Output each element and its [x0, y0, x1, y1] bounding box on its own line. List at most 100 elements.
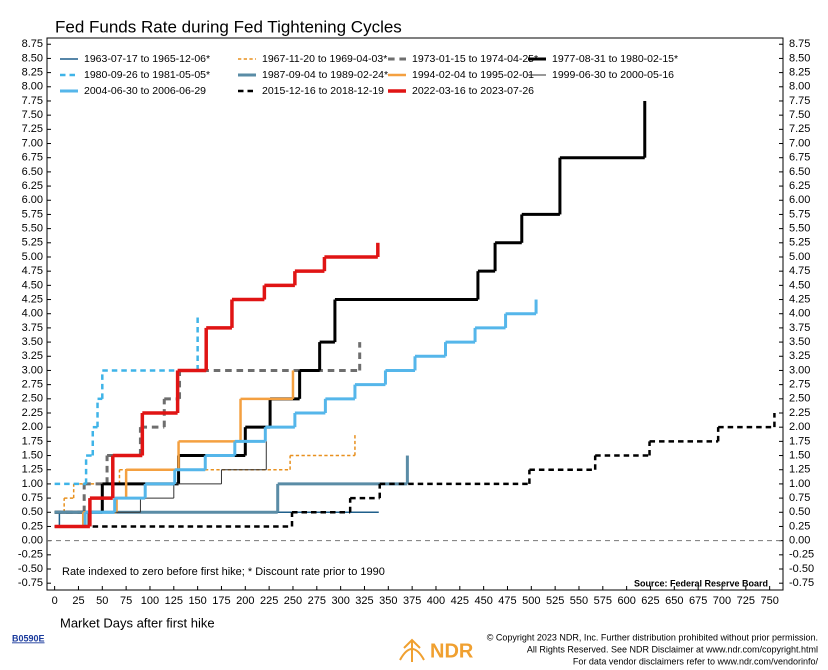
- legend-label: 1980-09-26 to 1981-05-05*: [84, 69, 210, 81]
- legend-label: 1977-08-31 to 1980-02-15*: [552, 53, 678, 65]
- y2-tick-label: 3.25: [789, 350, 810, 362]
- y-tick-label: 6.00: [22, 194, 43, 206]
- y2-tick-label: 4.50: [789, 279, 810, 291]
- y-tick-label: 4.25: [22, 293, 43, 305]
- y2-tick-label: 4.00: [789, 308, 810, 320]
- legend-label: 2004-06-30 to 2006-06-29: [84, 85, 206, 97]
- y-tick-label: 1.25: [22, 464, 43, 476]
- y-tick-label: 3.75: [22, 322, 43, 334]
- y2-tick-label: 2.50: [789, 393, 810, 405]
- x-tick-label: 125: [165, 595, 183, 607]
- y2-tick-label: 4.75: [789, 265, 810, 277]
- y2-tick-label: 8.50: [789, 52, 810, 64]
- x-tick-label: 225: [260, 595, 278, 607]
- y2-tick-label: 2.00: [789, 421, 810, 433]
- y-tick-label: 8.75: [22, 38, 43, 50]
- x-tick-label: 325: [355, 595, 373, 607]
- y2-tick-label: 0.25: [789, 520, 810, 532]
- legend-label: 2022-03-16 to 2023-07-26: [412, 85, 534, 97]
- logo: NDR: [399, 638, 474, 662]
- source: Source: Federal Reserve Board: [634, 578, 768, 588]
- x-tick-label: 100: [141, 595, 159, 607]
- y2-tick-label: 5.50: [789, 223, 810, 235]
- copyright-line: All Rights Reserved. See NDR Disclaimer …: [527, 644, 818, 654]
- x-tick-label: 200: [236, 595, 254, 607]
- y2-tick-label: 0.00: [789, 535, 810, 547]
- y2-tick-label: 8.25: [789, 67, 810, 79]
- x-tick-label: 275: [308, 595, 326, 607]
- y-tick-label: 8.25: [22, 67, 43, 79]
- y-tick-label: 5.25: [22, 237, 43, 249]
- y-tick-label: 1.50: [22, 449, 43, 461]
- x-tick-label: 250: [284, 595, 302, 607]
- x-tick-label: 75: [120, 595, 132, 607]
- legend-label: 2015-12-16 to 2018-12-19: [262, 85, 384, 97]
- y2-tick-label: 0.50: [789, 506, 810, 518]
- y-tick-label: -0.75: [18, 577, 43, 589]
- logo-text: NDR: [430, 640, 474, 662]
- y-tick-label: 6.75: [22, 152, 43, 164]
- x-tick-label: 475: [498, 595, 516, 607]
- series: [54, 412, 776, 528]
- x-tick-label: 350: [379, 595, 397, 607]
- y2-tick-label: 8.00: [789, 81, 810, 93]
- y2-tick-label: 6.00: [789, 194, 810, 206]
- y2-tick-label: 6.50: [789, 166, 810, 178]
- y-tick-label: 8.50: [22, 52, 43, 64]
- y-tick-label: 4.75: [22, 265, 43, 277]
- y-tick-label: 4.00: [22, 308, 43, 320]
- y-tick-label: 5.00: [22, 251, 43, 263]
- y2-tick-label: -0.75: [789, 577, 814, 589]
- y2-tick-label: 1.75: [789, 435, 810, 447]
- y-tick-label: 1.75: [22, 435, 43, 447]
- logo-mark: [399, 638, 425, 662]
- y2-tick-label: 3.75: [789, 322, 810, 334]
- y-tick-label: 2.00: [22, 421, 43, 433]
- y-tick-label: 2.25: [22, 407, 43, 419]
- y2-tick-label: 6.75: [789, 152, 810, 164]
- y2-tick-label: -0.25: [789, 549, 814, 561]
- series: [54, 511, 379, 528]
- y2-tick-label: 8.75: [789, 38, 810, 50]
- chart-code: B0590E: [12, 633, 45, 643]
- y2-tick-label: 1.25: [789, 464, 810, 476]
- y-tick-label: 7.50: [22, 109, 43, 121]
- y2-tick-label: 5.75: [789, 208, 810, 220]
- x-tick-label: 0: [52, 595, 58, 607]
- y2-tick-label: 2.75: [789, 379, 810, 391]
- y2-tick-label: 3.00: [789, 364, 810, 376]
- legend-box: [52, 48, 572, 100]
- x-tick-label: 750: [760, 595, 778, 607]
- x-tick-label: 525: [546, 595, 564, 607]
- x-tick-label: 425: [451, 595, 469, 607]
- annotation: Rate indexed to zero before first hike; …: [62, 566, 385, 578]
- x-tick-label: 575: [594, 595, 612, 607]
- x-tick-label: 500: [522, 595, 540, 607]
- copyright-line: For data vendor disclaimers refer to www…: [573, 656, 819, 666]
- x-tick-label: 300: [331, 595, 349, 607]
- y2-tick-label: 3.50: [789, 336, 810, 348]
- x-tick-label: 600: [617, 595, 635, 607]
- y-tick-label: 1.00: [22, 478, 43, 490]
- legend-label: 1963-07-17 to 1965-12-06*: [84, 53, 210, 65]
- y-tick-label: -0.25: [18, 549, 43, 561]
- legend-label: 1967-11-20 to 1969-04-03*: [262, 53, 387, 65]
- x-tick-label: 400: [427, 595, 445, 607]
- x-tick-label: 50: [96, 595, 108, 607]
- y-tick-label: 0.25: [22, 520, 43, 532]
- x-tick-label: 675: [689, 595, 707, 607]
- y-tick-label: 6.25: [22, 180, 43, 192]
- y2-tick-label: 5.00: [789, 251, 810, 263]
- y-tick-label: 5.50: [22, 223, 43, 235]
- x-tick-label: 700: [713, 595, 731, 607]
- y-tick-label: 8.00: [22, 81, 43, 93]
- y-tick-label: 0.75: [22, 492, 43, 504]
- y-tick-label: 3.00: [22, 364, 43, 376]
- y-tick-label: 7.75: [22, 95, 43, 107]
- y-tick-label: 5.75: [22, 208, 43, 220]
- y2-tick-label: 2.25: [789, 407, 810, 419]
- x-tick-label: 150: [188, 595, 206, 607]
- x-tick-label: 625: [641, 595, 659, 607]
- x-tick-label: 450: [474, 595, 492, 607]
- y-tick-label: -0.50: [18, 563, 43, 575]
